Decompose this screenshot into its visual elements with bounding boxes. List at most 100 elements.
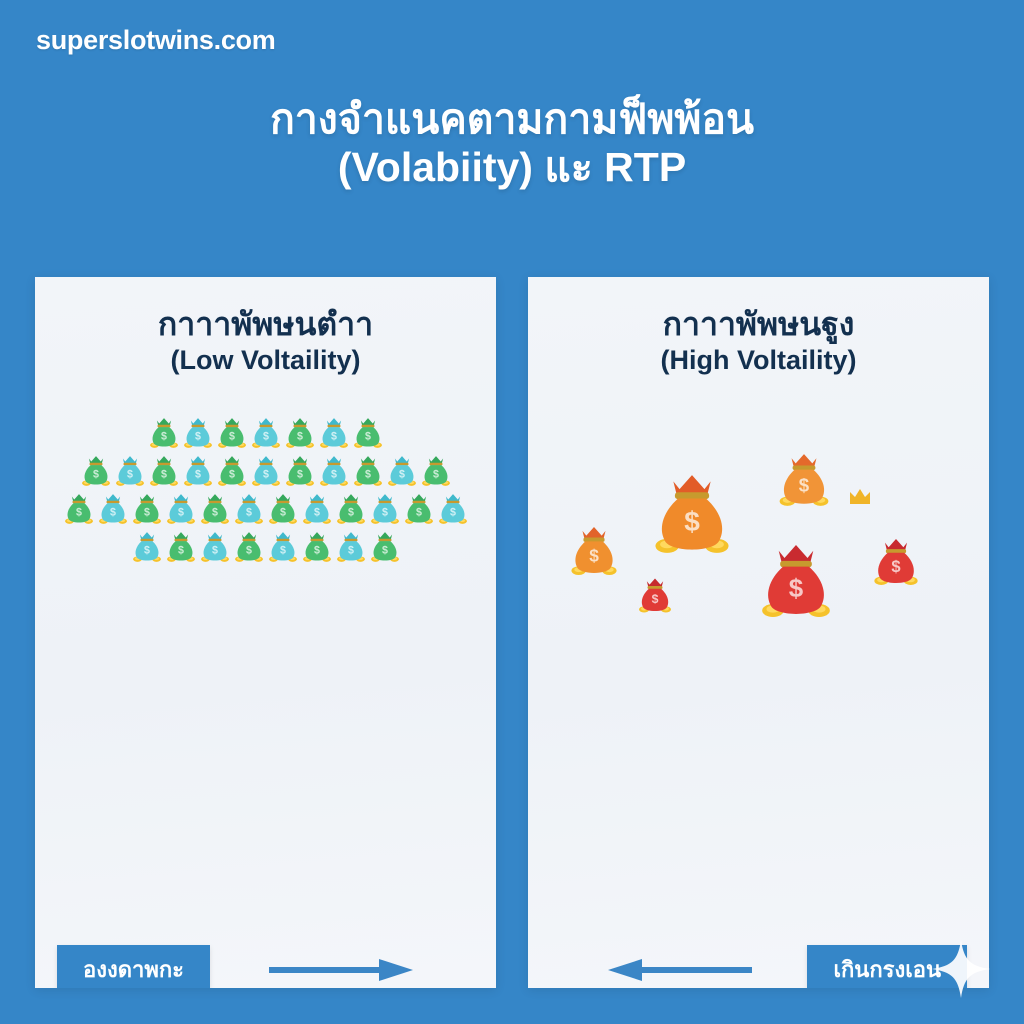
- money-bag-icon: $: [149, 418, 178, 448]
- money-bag-icon: $: [217, 456, 246, 486]
- svg-text:$: $: [144, 545, 150, 557]
- svg-text:$: $: [348, 507, 354, 519]
- money-bag-icon: $: [251, 418, 280, 448]
- svg-text:$: $: [348, 545, 354, 557]
- money-bag: $: [149, 455, 179, 487]
- svg-text:$: $: [195, 431, 201, 443]
- svg-text:$: $: [229, 469, 235, 481]
- money-bag: $: [217, 455, 247, 487]
- money-bag-icon: $: [251, 456, 280, 486]
- money-bag-icon: $: [302, 494, 331, 524]
- money-bag-icon: $: [874, 539, 918, 585]
- money-bag-icon: $: [779, 454, 829, 506]
- svg-text:$: $: [161, 431, 167, 443]
- svg-text:$: $: [433, 469, 439, 481]
- low-payout-pill[interactable]: องงดาพกะ: [57, 945, 210, 988]
- money-bag-icon: $: [336, 494, 365, 524]
- money-bag-icon: $: [132, 494, 161, 524]
- svg-text:$: $: [246, 507, 252, 519]
- money-bag-icon: $: [132, 532, 161, 562]
- money-bag-icon: $: [166, 494, 195, 524]
- high-payout-strip: เกินกรงเอน: [528, 941, 989, 988]
- svg-text:$: $: [161, 469, 167, 481]
- money-bag-icon: $: [81, 456, 110, 486]
- svg-text:$: $: [331, 469, 337, 481]
- svg-text:$: $: [76, 507, 82, 519]
- money-bag: $: [285, 417, 315, 449]
- svg-text:$: $: [399, 469, 405, 481]
- money-bag-icon: $: [200, 532, 229, 562]
- money-bag-icon: $: [183, 418, 212, 448]
- svg-text:$: $: [246, 545, 252, 557]
- page-title-line-1: กางจำแนคตามกามฟ็พพ้อน: [269, 96, 755, 142]
- money-bag-cluster-high: $ $ $: [528, 417, 989, 757]
- money-bag-icon: $: [319, 418, 348, 448]
- svg-text:$: $: [684, 506, 700, 537]
- svg-text:$: $: [652, 592, 659, 606]
- money-bag-icon: $: [115, 456, 144, 486]
- money-bag-icon: $: [217, 418, 246, 448]
- svg-text:$: $: [382, 507, 388, 519]
- money-bag-icon: $: [353, 456, 382, 486]
- arrow-left-icon: [607, 959, 752, 981]
- money-bag-icon: $: [319, 456, 348, 486]
- svg-text:$: $: [789, 575, 804, 603]
- money-bag-icon: $: [268, 494, 297, 524]
- money-bag-icon: $: [98, 494, 127, 524]
- money-bag-icon: $: [234, 532, 263, 562]
- svg-text:$: $: [314, 545, 320, 557]
- card-low-volatility: กาาาพัพษนตำา (Low Voltaility) $: [35, 277, 496, 988]
- money-bag: $: [370, 493, 400, 525]
- money-bag-cluster-low: $ $ $: [35, 417, 496, 757]
- svg-text:$: $: [178, 507, 184, 519]
- money-bag-icon: $: [655, 475, 729, 553]
- svg-text:$: $: [263, 431, 269, 443]
- svg-text:$: $: [212, 507, 218, 519]
- card-low-title-en: (Low Voltaility): [170, 345, 361, 376]
- svg-text:$: $: [365, 469, 371, 481]
- money-bag-row: $ $ $: [35, 493, 496, 525]
- card-low-title: กาาาพัพษนตำา (Low Voltaility): [35, 305, 496, 377]
- money-bag-icon: $: [353, 418, 382, 448]
- money-bag: $: [251, 417, 281, 449]
- money-bag: $: [319, 455, 349, 487]
- low-payout-strip: องงดาพกะ: [35, 941, 496, 988]
- crown-glyph: [850, 489, 870, 504]
- svg-text:$: $: [891, 557, 900, 576]
- low-arrow-right-wrap: [210, 957, 474, 983]
- money-bag: $: [200, 531, 230, 563]
- card-high-title-en: (High Voltaility): [660, 345, 857, 376]
- money-bag: $: [404, 493, 434, 525]
- page-title-line-2: (Volabiity) แะ RTP: [337, 144, 687, 191]
- money-bag: $: [778, 452, 830, 513]
- svg-text:$: $: [297, 431, 303, 443]
- money-bag: $: [353, 455, 383, 487]
- svg-text:$: $: [127, 469, 133, 481]
- card-high-title-th: กาาาพัพษนฐูง: [662, 306, 855, 342]
- svg-text:$: $: [144, 507, 150, 519]
- money-bag-icon: $: [438, 494, 467, 524]
- money-bag-icon: $: [183, 456, 212, 486]
- money-bag: $: [353, 417, 383, 449]
- svg-text:$: $: [178, 545, 184, 557]
- money-bag-icon: $: [166, 532, 195, 562]
- high-payout-pill[interactable]: เกินกรงเอน: [807, 945, 967, 988]
- money-bag-icon: $: [571, 527, 617, 575]
- money-bag: $: [285, 455, 315, 487]
- money-bag: $: [387, 455, 417, 487]
- money-bag-icon: $: [370, 532, 399, 562]
- money-bag-icon: $: [370, 494, 399, 524]
- money-bag-icon: $: [149, 456, 178, 486]
- money-bag: $: [336, 493, 366, 525]
- svg-text:$: $: [263, 469, 269, 481]
- money-bag: $: [149, 417, 179, 449]
- svg-text:$: $: [110, 507, 116, 519]
- money-bag: $: [234, 531, 264, 563]
- money-bag: $: [183, 455, 213, 487]
- money-bag-icon: $: [762, 545, 830, 617]
- money-bag: $: [132, 531, 162, 563]
- site-logo: superslotwins.com: [36, 25, 276, 55]
- svg-text:$: $: [416, 507, 422, 519]
- svg-text:$: $: [589, 546, 599, 566]
